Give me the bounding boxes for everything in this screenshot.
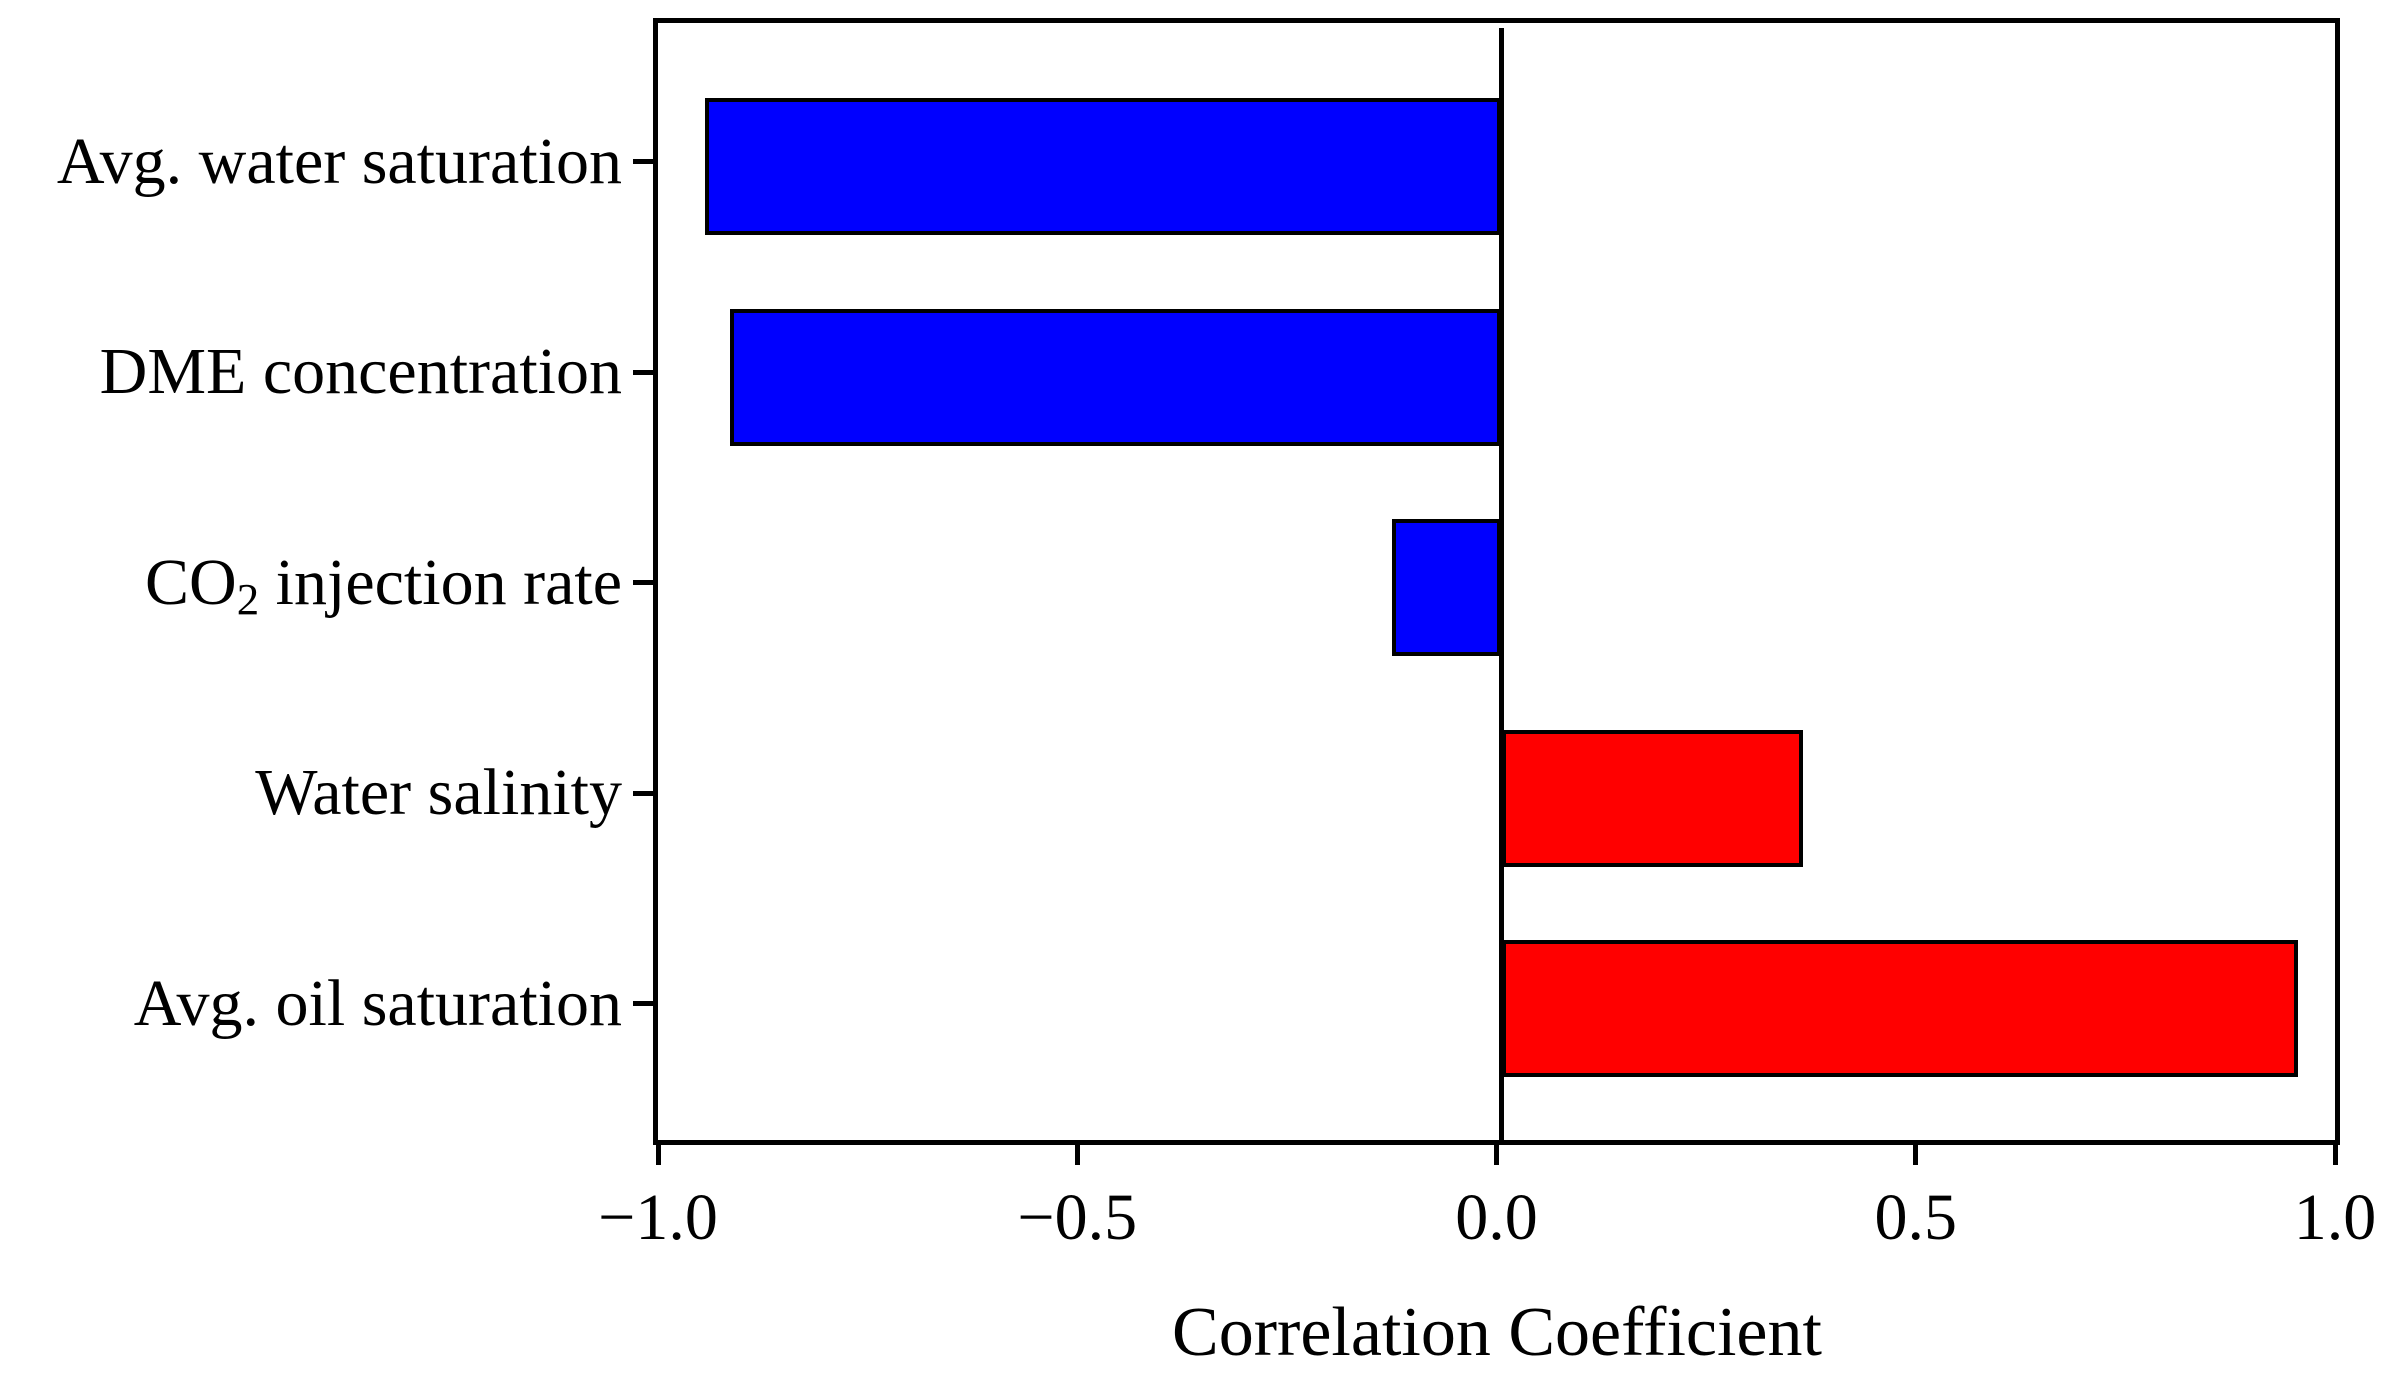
x-tick-mark [2332,1145,2338,1165]
y-tick-mark [633,580,653,586]
x-tick-mark [1913,1145,1919,1165]
bar-dme-concentration [730,308,1502,446]
bar-co-injection-rate [1392,519,1502,657]
x-axis-title: Correlation Coefficient [1172,1294,1822,1371]
y-tick-mark [633,159,653,164]
bar-avg-water-saturation [704,98,1502,235]
y-category-label: Avg. oil saturation [133,966,622,1040]
bar-water-salinity [1501,729,1804,867]
bar-avg-oil-saturation [1501,940,2299,1078]
x-tick-mark [655,1145,661,1165]
y-tick-mark [633,369,653,375]
x-tick-label: 1.0 [2293,1181,2377,1254]
zero-axis-line [1499,28,1504,1145]
x-tick-label: −0.5 [1017,1181,1138,1254]
y-tick-mark [633,790,653,796]
x-tick-mark [1494,1145,1499,1165]
x-tick-label: 0.5 [1874,1181,1958,1254]
x-tick-label: 0.0 [1455,1181,1538,1254]
y-category-label: Water salinity [255,756,622,830]
x-tick-mark [1074,1145,1080,1165]
y-category-label: DME concentration [99,335,622,409]
y-tick-mark [633,1001,653,1007]
plot-area [653,18,2340,1145]
x-tick-label: −1.0 [598,1181,718,1254]
y-category-label: CO2 injection rate [145,545,622,624]
y-category-label: Avg. water saturation [56,124,622,198]
